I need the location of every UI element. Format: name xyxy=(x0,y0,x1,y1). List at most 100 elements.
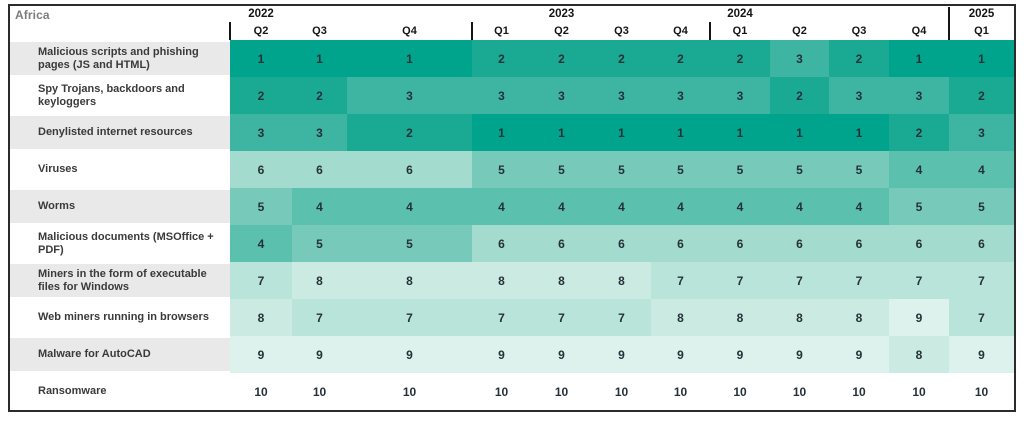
row-label: Ransomware xyxy=(10,373,230,410)
rank-cell: 4 xyxy=(531,188,592,225)
africa-malware-rank-heatmap: Africa 2022 Q2 Q3 Q4 2023 Q1 Q2 Q3 Q4 2024 Q1 Q2 Q3 Q… xyxy=(8,4,1016,412)
rank-cell: 7 xyxy=(347,299,472,336)
rank-cell: 7 xyxy=(592,299,651,336)
rank-cell: 2 xyxy=(230,77,292,114)
rank-cell: 4 xyxy=(651,188,710,225)
rank-cell: 8 xyxy=(347,262,472,299)
row-label-text: Miners in the form of executable files f… xyxy=(38,267,207,293)
rank-cell: 8 xyxy=(710,299,770,336)
quarter-label: Q1 xyxy=(974,25,989,37)
rank-cell: 1 xyxy=(651,114,710,151)
rank-cell: 9 xyxy=(531,336,592,373)
rank-cell: 2 xyxy=(531,40,592,77)
rank-cell: 10 xyxy=(592,373,651,410)
year-group-separator xyxy=(471,22,473,40)
year-label: 2022 xyxy=(248,8,274,20)
rank-cell: 1 xyxy=(770,114,829,151)
quarter-label: Q3 xyxy=(614,25,629,37)
rank-cell: 4 xyxy=(710,188,770,225)
rank-cell: 2 xyxy=(651,40,710,77)
rank-cell: 3 xyxy=(347,77,472,114)
quarter-label: Q2 xyxy=(253,25,269,37)
rank-cell: 4 xyxy=(592,188,651,225)
row-label-text: Worms xyxy=(38,200,76,213)
rank-cell: 6 xyxy=(651,225,710,262)
rank-cell: 5 xyxy=(531,151,592,188)
row-label-text: Malware for AutoCAD xyxy=(38,348,151,361)
rank-cell: 3 xyxy=(889,77,949,114)
year-label: 2025 xyxy=(968,8,995,20)
rank-cell: 9 xyxy=(949,336,1014,373)
rank-cell: 5 xyxy=(949,188,1014,225)
rank-cell: 9 xyxy=(347,336,472,373)
rank-cell: 1 xyxy=(592,114,651,151)
rank-cell: 5 xyxy=(292,225,347,262)
rank-cell: 4 xyxy=(949,151,1014,188)
rank-cell: 2 xyxy=(710,40,770,77)
rank-cell: 8 xyxy=(651,299,710,336)
rank-cell: 10 xyxy=(531,373,592,410)
rank-cell: 1 xyxy=(472,114,531,151)
quarter-label: Q2 xyxy=(554,25,569,37)
rank-cell: 6 xyxy=(889,225,949,262)
rank-cell: 3 xyxy=(949,114,1014,151)
rank-cell: 9 xyxy=(472,336,531,373)
row-label: Spy Trojans, backdoors and keyloggers xyxy=(10,77,230,114)
rank-cell: 10 xyxy=(829,373,889,410)
rank-cell: 6 xyxy=(531,225,592,262)
rank-cell: 3 xyxy=(710,77,770,114)
rank-cell: 2 xyxy=(770,77,829,114)
rank-cell: 6 xyxy=(347,151,472,188)
rank-cell: 5 xyxy=(230,188,292,225)
rank-cell: 8 xyxy=(770,299,829,336)
rank-cell: 7 xyxy=(531,299,592,336)
rank-cell: 3 xyxy=(829,77,889,114)
rank-cell: 3 xyxy=(592,77,651,114)
rank-cell: 1 xyxy=(889,40,949,77)
quarter-label: Q4 xyxy=(911,25,927,37)
quarter-label: Q3 xyxy=(851,25,867,37)
row-label-text: Malicious documents (MSOffice + PDF) xyxy=(38,230,214,256)
rank-cell: 7 xyxy=(472,299,531,336)
rank-cell: 8 xyxy=(889,336,949,373)
rank-cell: 6 xyxy=(230,151,292,188)
rank-cell: 6 xyxy=(292,151,347,188)
rank-cell: 10 xyxy=(292,373,347,410)
rank-cell: 5 xyxy=(651,151,710,188)
rank-cell: 3 xyxy=(770,40,829,77)
row-label: Worms xyxy=(10,188,230,225)
rank-cell: 5 xyxy=(770,151,829,188)
rank-cell: 4 xyxy=(889,151,949,188)
rank-cell: 3 xyxy=(531,77,592,114)
rank-cell: 4 xyxy=(292,188,347,225)
rank-cell: 7 xyxy=(829,262,889,299)
rank-cell: 6 xyxy=(710,225,770,262)
quarter-label: Q4 xyxy=(402,25,417,37)
year-group-separator xyxy=(948,7,950,40)
rank-cell: 7 xyxy=(770,262,829,299)
rank-cell: 8 xyxy=(592,262,651,299)
row-label: Malware for AutoCAD xyxy=(10,336,230,373)
row-label-text: Web miners running in browsers xyxy=(38,311,209,324)
rank-cell: 7 xyxy=(230,262,292,299)
rank-cell: 5 xyxy=(472,151,531,188)
rank-cell: 2 xyxy=(829,40,889,77)
rank-cell: 8 xyxy=(531,262,592,299)
rank-cell: 4 xyxy=(829,188,889,225)
row-label-text: Ransomware xyxy=(38,385,107,398)
rank-cell: 10 xyxy=(889,373,949,410)
rank-cell: 10 xyxy=(949,373,1014,410)
rank-cell: 8 xyxy=(829,299,889,336)
rank-cell: 6 xyxy=(770,225,829,262)
rank-cell: 6 xyxy=(472,225,531,262)
rank-cell: 2 xyxy=(889,114,949,151)
rank-cell: 9 xyxy=(592,336,651,373)
rank-cell: 9 xyxy=(230,336,292,373)
quarter-label: Q1 xyxy=(494,25,509,37)
rank-cell: 2 xyxy=(949,77,1014,114)
year-label: 2023 xyxy=(548,8,575,20)
rank-cell: 7 xyxy=(651,262,710,299)
row-label: Malicious documents (MSOffice + PDF) xyxy=(10,225,230,262)
rank-cell: 7 xyxy=(710,262,770,299)
rank-cell: 6 xyxy=(592,225,651,262)
